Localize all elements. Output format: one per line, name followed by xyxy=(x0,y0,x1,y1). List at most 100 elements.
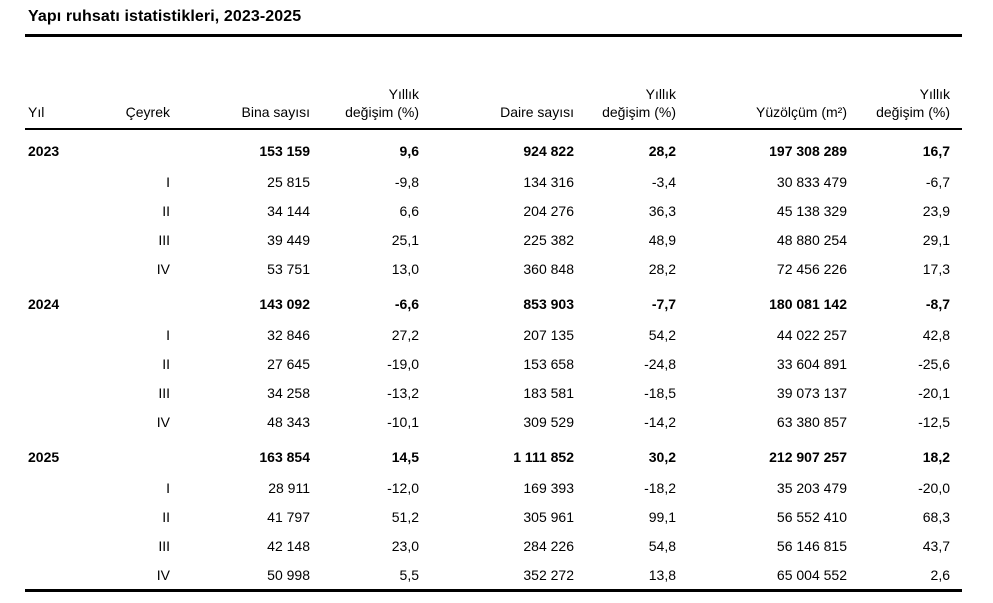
table-row: II 27 645 -19,0 153 658 -24,8 33 604 891 -25,6 xyxy=(25,349,962,378)
value-cell: -18,2 xyxy=(644,479,676,496)
value-cell: 51,2 xyxy=(391,508,419,525)
value-cell: 183 581 xyxy=(523,384,574,401)
value-cell: 56 552 410 xyxy=(776,508,847,525)
value-cell: 153 159 xyxy=(259,142,310,159)
column-header: Çeyrek xyxy=(100,37,170,130)
table-header: Yıl Çeyrek Bina sayısı Yıllık değişim (%) Da… xyxy=(25,37,962,130)
value-cell: 68,3 xyxy=(922,508,950,525)
value-cell: 309 529 xyxy=(523,413,574,430)
value-cell: 36,3 xyxy=(648,202,676,219)
value-cell: 48 343 xyxy=(267,413,310,430)
table-row: II 34 144 6,6 204 276 36,3 45 138 329 23,9 xyxy=(25,196,962,225)
value-cell: 16,7 xyxy=(922,142,950,159)
year-cell xyxy=(25,320,100,349)
value-cell: 153 658 xyxy=(523,355,574,372)
year-cell xyxy=(25,349,100,378)
year-cell xyxy=(25,560,100,591)
value-cell: 53 751 xyxy=(267,260,310,277)
value-cell: 169 393 xyxy=(523,479,574,496)
value-cell: 42 148 xyxy=(267,537,310,554)
value-cell: 305 961 xyxy=(523,508,574,525)
value-cell: 25 815 xyxy=(267,173,310,190)
value-cell: -9,8 xyxy=(394,173,419,190)
value-cell: -8,7 xyxy=(925,295,950,312)
value-cell: 65 004 552 xyxy=(776,566,847,583)
value-cell: 204 276 xyxy=(523,202,574,219)
value-cell: -6,7 xyxy=(925,173,950,190)
value-cell: 33 604 891 xyxy=(776,355,847,372)
value-cell: 1 111 852 xyxy=(513,448,574,465)
value-cell: 853 903 xyxy=(523,295,574,312)
table-row: III 34 258 -13,2 183 581 -18,5 39 073 137 -20,… xyxy=(25,378,962,407)
value-cell: 207 135 xyxy=(523,326,574,343)
value-cell: -13,2 xyxy=(387,384,419,401)
value-cell: 39 073 137 xyxy=(776,384,847,401)
value-cell: 45 138 329 xyxy=(776,202,847,219)
value-cell: -7,7 xyxy=(651,295,676,312)
year-cell: 2024 xyxy=(28,295,60,312)
quarter-cell xyxy=(100,283,170,320)
value-cell: 2,6 xyxy=(930,566,950,583)
value-cell: -24,8 xyxy=(644,355,676,372)
value-cell: 13,8 xyxy=(648,566,676,583)
column-header: Daire sayısı xyxy=(419,37,574,130)
year-cell xyxy=(25,407,100,436)
year-cell xyxy=(25,254,100,283)
value-cell: 41 797 xyxy=(267,508,310,525)
value-cell: -19,0 xyxy=(387,355,419,372)
value-cell: 180 081 142 xyxy=(769,295,847,312)
quarter-cell: I xyxy=(166,173,170,190)
value-cell: 72 456 226 xyxy=(776,260,847,277)
header-row: Yıl Çeyrek Bina sayısı Yıllık değişim (%) Da… xyxy=(25,37,962,130)
value-cell: -20,1 xyxy=(918,384,950,401)
value-cell: 27 645 xyxy=(267,355,310,372)
value-cell: -25,6 xyxy=(918,355,950,372)
value-cell: 212 907 257 xyxy=(769,448,847,465)
value-cell: 134 316 xyxy=(523,173,574,190)
page: Yapı ruhsatı istatistikleri, 2023-2025 Y… xyxy=(25,8,962,592)
value-cell: -10,1 xyxy=(387,413,419,430)
value-cell: 143 092 xyxy=(259,295,310,312)
quarter-cell: III xyxy=(158,537,170,554)
value-cell: -12,0 xyxy=(387,479,419,496)
value-cell: 39 449 xyxy=(267,231,310,248)
value-cell: 28,2 xyxy=(648,260,676,277)
table-row: IV 53 751 13,0 360 848 28,2 72 456 226 17,3 xyxy=(25,254,962,283)
quarter-cell: III xyxy=(158,384,170,401)
quarter-cell: I xyxy=(166,326,170,343)
year-cell xyxy=(25,225,100,254)
column-header: Bina sayısı xyxy=(170,37,310,130)
table-row: I 32 846 27,2 207 135 54,2 44 022 257 42,8 xyxy=(25,320,962,349)
value-cell: 25,1 xyxy=(391,231,419,248)
column-header: Yüzölçüm (m²) xyxy=(676,37,847,130)
quarter-cell: IV xyxy=(156,413,170,430)
value-cell: 924 822 xyxy=(523,142,574,159)
value-cell: 54,8 xyxy=(648,537,676,554)
value-cell: 9,6 xyxy=(399,142,419,159)
column-header: Yıl xyxy=(25,37,100,130)
quarter-cell: I xyxy=(166,479,170,496)
value-cell: 5,5 xyxy=(399,566,419,583)
table-row: III 39 449 25,1 225 382 48,9 48 880 254 29,1 xyxy=(25,225,962,254)
value-cell: 360 848 xyxy=(523,260,574,277)
value-cell: 35 203 479 xyxy=(776,479,847,496)
value-cell: 48 880 254 xyxy=(776,231,847,248)
value-cell: 34 144 xyxy=(267,202,310,219)
quarter-cell: II xyxy=(162,202,170,219)
column-header: Yıllık değişim (%) xyxy=(574,37,676,130)
year-cell xyxy=(25,502,100,531)
year-cell: 2023 xyxy=(28,142,60,159)
value-cell: 44 022 257 xyxy=(776,326,847,343)
year-cell xyxy=(25,196,100,225)
value-cell: 50 998 xyxy=(267,566,310,583)
year-cell: 2025 xyxy=(28,448,60,465)
value-cell: -6,6 xyxy=(394,295,419,312)
year-cell xyxy=(25,473,100,502)
year-cell xyxy=(25,378,100,407)
value-cell: -12,5 xyxy=(918,413,950,430)
value-cell: 225 382 xyxy=(523,231,574,248)
value-cell: 56 146 815 xyxy=(776,537,847,554)
value-cell: 32 846 xyxy=(267,326,310,343)
value-cell: -3,4 xyxy=(651,173,676,190)
table-row: 2025 163 854 14,5 1 111 852 30,2 212 907 257 1… xyxy=(25,436,962,473)
